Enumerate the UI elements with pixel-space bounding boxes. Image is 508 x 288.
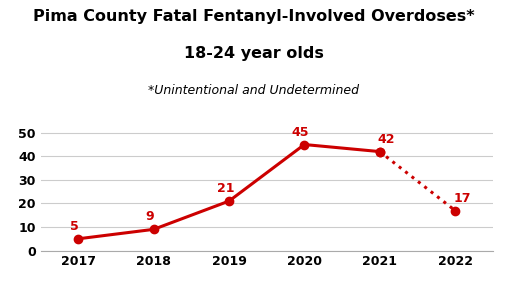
Text: 17: 17 (454, 192, 471, 204)
Text: 42: 42 (377, 133, 395, 146)
Text: 45: 45 (292, 126, 309, 139)
Text: Pima County Fatal Fentanyl-Involved Overdoses*: Pima County Fatal Fentanyl-Involved Over… (33, 9, 475, 24)
Text: *Unintentional and Undetermined: *Unintentional and Undetermined (148, 84, 360, 96)
Text: 21: 21 (216, 182, 234, 195)
Text: 18-24 year olds: 18-24 year olds (184, 46, 324, 61)
Text: 5: 5 (70, 220, 79, 233)
Text: 9: 9 (146, 211, 154, 223)
